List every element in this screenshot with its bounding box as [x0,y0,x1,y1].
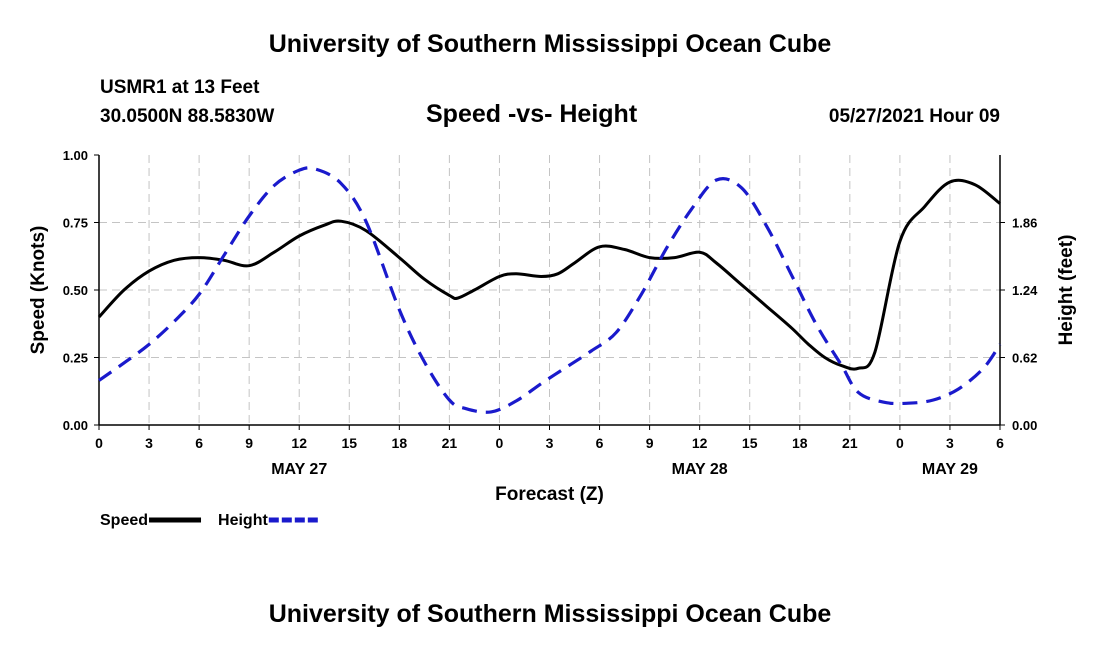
x-tick-label: 9 [245,435,253,451]
series-line-speed [97,178,1001,371]
y2-axis-title: Height (feet) [1056,235,1077,346]
coordinates-label: 30.0500N 88.5830W [100,106,275,127]
x-tick-label: 3 [145,435,153,451]
x-tick-label: 0 [896,435,904,451]
y2-tick-label: 0.62 [1012,351,1037,366]
x-tick-label: 9 [646,435,654,451]
date-label: MAY 28 [672,461,728,478]
footer-title: University of Southern Mississippi Ocean… [268,600,832,628]
legend-label: Height [218,512,268,529]
speed-height-chart: 0 3 6 9 12 15 18 21 0 3 6 9 12 15 18 21 0 3 6 MAY 27 MAY 28 M… [28,148,1077,529]
y-tick-label: 1.00 [63,148,88,163]
x-tick-label: 21 [442,435,458,451]
series-line-height [98,166,1002,414]
x-tick-label: 6 [195,435,203,451]
x-tick-label: 21 [842,435,858,451]
x-tick-label: 15 [341,435,357,451]
y-tick-label: 0.50 [63,283,88,298]
date-label: MAY 29 [922,461,978,478]
y-tick-label: 0.00 [63,418,88,433]
x-axis-title: Forecast (Z) [495,484,604,505]
x-tick-label: 18 [392,435,408,451]
x-tick-label: 12 [291,435,307,451]
y2-tick-label: 0.00 [1012,418,1037,433]
x-tick-label: 0 [95,435,103,451]
forecast-datetime: 05/27/2021 Hour 09 [828,106,1000,127]
y-axis-title: Speed (Knots) [28,226,49,355]
y-tick-label: 0.75 [63,216,88,231]
y2-tick-label: 1.24 [1012,283,1038,298]
x-tick-label: 6 [996,435,1004,451]
x-tick-label: 15 [742,435,758,451]
x-tick-label: 0 [496,435,504,451]
legend-label: Speed [100,512,148,529]
x-tick-label: 3 [546,435,554,451]
page-title: University of Southern Mississippi Ocean… [268,30,832,58]
date-label: MAY 27 [271,461,327,478]
y2-tick-label: 1.86 [1012,216,1037,231]
x-tick-label: 3 [946,435,954,451]
station-label: USMR1 at 13 Feet [100,77,260,98]
x-tick-label: 18 [792,435,808,451]
x-tick-label: 6 [596,435,604,451]
y-tick-label: 0.25 [63,351,88,366]
x-tick-label: 12 [692,435,708,451]
chart-title: Speed -vs- Height [426,100,638,128]
